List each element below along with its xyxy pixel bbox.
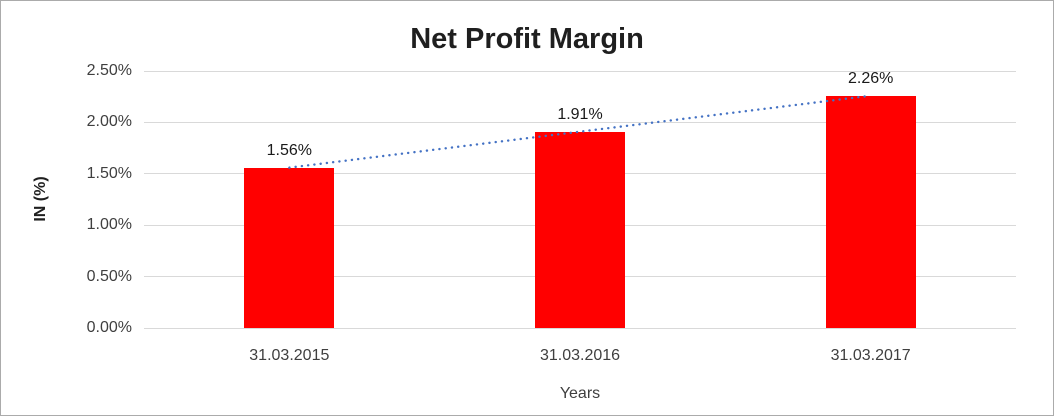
bar-value-label: 1.91%	[557, 105, 603, 123]
bar-31.03.2015[interactable]	[244, 167, 335, 328]
bar-value-label: 1.56%	[266, 141, 313, 159]
x-tick-label: 31.03.2016	[539, 347, 621, 364]
bar-31.03.2016[interactable]	[535, 131, 625, 328]
y-tick-label: 1.00%	[86, 216, 132, 234]
y-tick-label: 0.50%	[86, 267, 132, 285]
x-tick-label: 31.03.2015	[249, 347, 330, 364]
gridline	[144, 121, 1016, 123]
y-tick-label: 1.50%	[86, 164, 132, 182]
gridline	[144, 327, 1016, 329]
bar-value-label: 2.26%	[847, 69, 894, 87]
x-tick-label: 31.03.2017	[830, 347, 911, 364]
trendline-path[interactable]	[288, 94, 872, 169]
x-axis-title: Years	[559, 385, 601, 402]
y-tick-label: 2.50%	[86, 62, 132, 79]
bar-31.03.2017[interactable]	[825, 95, 916, 328]
gridline	[144, 70, 1016, 72]
chart-title: Net Profit Margin	[410, 23, 644, 55]
y-tick-label: 2.00%	[86, 113, 132, 131]
y-axis-title: IN (%)	[32, 176, 49, 222]
y-tick-label: 0.00%	[86, 319, 132, 336]
trendline[interactable]	[144, 71, 1016, 328]
